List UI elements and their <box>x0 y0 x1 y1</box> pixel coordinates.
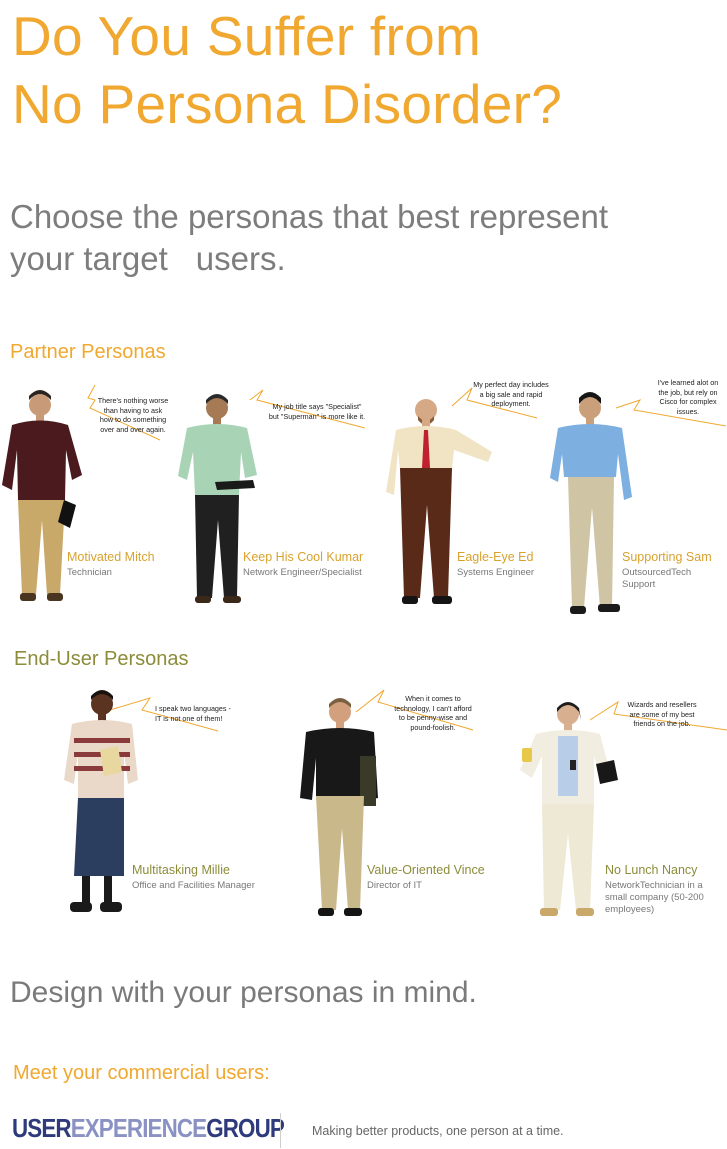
quote-line: friends on the job. <box>633 719 691 728</box>
partner-personas-heading: Partner Personas <box>10 341 166 363</box>
quote-line: technology, I can't afford <box>394 703 472 713</box>
figure-nancy <box>520 700 727 916</box>
quote-bubble-sam: I've learned alot on the job, but rely o… <box>648 378 727 416</box>
persona-name-sam: Supporting Sam <box>622 550 712 564</box>
quote-line: There's nothing worse <box>97 396 169 405</box>
title-line-1: Do You Suffer from <box>12 5 482 67</box>
quote-line: issues. <box>676 406 700 416</box>
role-line: employees) <box>605 904 655 915</box>
quote-line: When it comes to <box>405 694 461 703</box>
subtitle-line-2a: your target <box>10 240 168 277</box>
brand-logo-user: USER <box>12 1113 72 1143</box>
persona-name-millie: Multitasking Millie <box>132 863 230 877</box>
quote-line: IT is not one of them! <box>155 713 223 723</box>
quote-line: a big sale and rapid <box>479 389 543 399</box>
title-line-2: No Persona Disorder? <box>12 73 563 135</box>
subtitle-line-1: Choose the personas that best represent <box>10 198 609 235</box>
brand-logo-group: GROUP <box>206 1113 285 1143</box>
design-tagline: Design with your personas in mind. <box>10 976 477 1009</box>
persona-role-ed: Systems Engineer <box>457 567 535 578</box>
persona-name-kumar: Keep His Cool Kumar <box>243 550 364 564</box>
subtitle-line-2b: users. <box>195 240 286 277</box>
quote-line: deployment. <box>491 399 531 408</box>
page-title: Do You Suffer from No Persona Disorder? <box>12 2 562 138</box>
figure-vince <box>300 689 474 916</box>
persona-role-sam: OutsourcedTech Support <box>622 567 692 590</box>
quote-line: My job title says "Specialist" <box>272 402 362 411</box>
role-line: NetworkTechnician in a <box>605 880 703 891</box>
persona-name-ed: Eagle-Eye Ed <box>457 550 534 564</box>
quote-bubble-ed: My perfect day includes a big sale and r… <box>466 380 556 409</box>
figure-millie <box>64 690 219 912</box>
quote-line: I've learned alot on <box>657 378 719 387</box>
quote-bubble-mitch: There's nothing worse than having to ask… <box>92 396 174 434</box>
quote-bubble-millie: I speak two languages - IT is not one of… <box>155 704 235 723</box>
quote-line: than having to ask <box>103 405 163 415</box>
quote-line: Wizards and resellers <box>627 700 697 709</box>
quote-line: to be penny-wise and <box>398 713 468 722</box>
figure-sam <box>550 392 727 614</box>
persona-role-mitch: Technician <box>67 567 112 578</box>
quote-line: I speak two languages - <box>155 704 231 713</box>
persona-role-kumar: Network Engineer/Specialist <box>243 567 362 578</box>
quote-line: but "Superman" is more like it. <box>268 411 366 421</box>
persona-name-vince: Value-Oriented Vince <box>367 863 485 877</box>
persona-role-nancy: NetworkTechnician in a small company (50… <box>605 880 704 916</box>
quote-line: Cisco for complex <box>659 397 717 406</box>
quote-line: pound-foolish. <box>410 722 456 732</box>
brand-logo: USEREXPERIENCEGROUP <box>12 1113 285 1144</box>
persona-name-mitch: Motivated Mitch <box>67 550 155 564</box>
persona-role-vince: Director of IT <box>367 880 422 892</box>
brand-logo-experience: EXPERIENCE <box>70 1113 207 1143</box>
quote-line: the job, but rely on <box>658 387 718 397</box>
role-line: Office and Facilities Manager <box>132 880 255 891</box>
figure-kumar <box>178 389 366 603</box>
quote-bubble-kumar: My job title says "Specialist" but "Supe… <box>262 402 372 421</box>
company-tagline: Making better products, one person at a … <box>312 1124 564 1138</box>
meet-users-heading: Meet your commercial users: <box>13 1062 270 1084</box>
quote-line: how to do something <box>99 415 167 424</box>
logo-divider <box>280 1113 281 1148</box>
role-line: small company (50-200 <box>605 892 704 903</box>
role-line: Director of IT <box>367 880 422 891</box>
subtitle: Choose the personas that best represent … <box>10 196 608 280</box>
quote-bubble-vince: When it comes to technology, I can't aff… <box>386 694 480 732</box>
persona-role-millie: Office and Facilities Manager <box>132 880 255 892</box>
quote-line: are some of my best <box>629 709 695 719</box>
figure-ed <box>386 387 538 604</box>
quote-bubble-nancy: Wizards and resellers are some of my bes… <box>620 700 704 729</box>
quote-line: My perfect day includes <box>473 380 549 389</box>
end-user-personas-heading: End-User Personas <box>14 648 189 670</box>
persona-name-nancy: No Lunch Nancy <box>605 863 698 877</box>
quote-line: over and over again. <box>100 424 166 434</box>
figure-mitch <box>2 384 161 601</box>
